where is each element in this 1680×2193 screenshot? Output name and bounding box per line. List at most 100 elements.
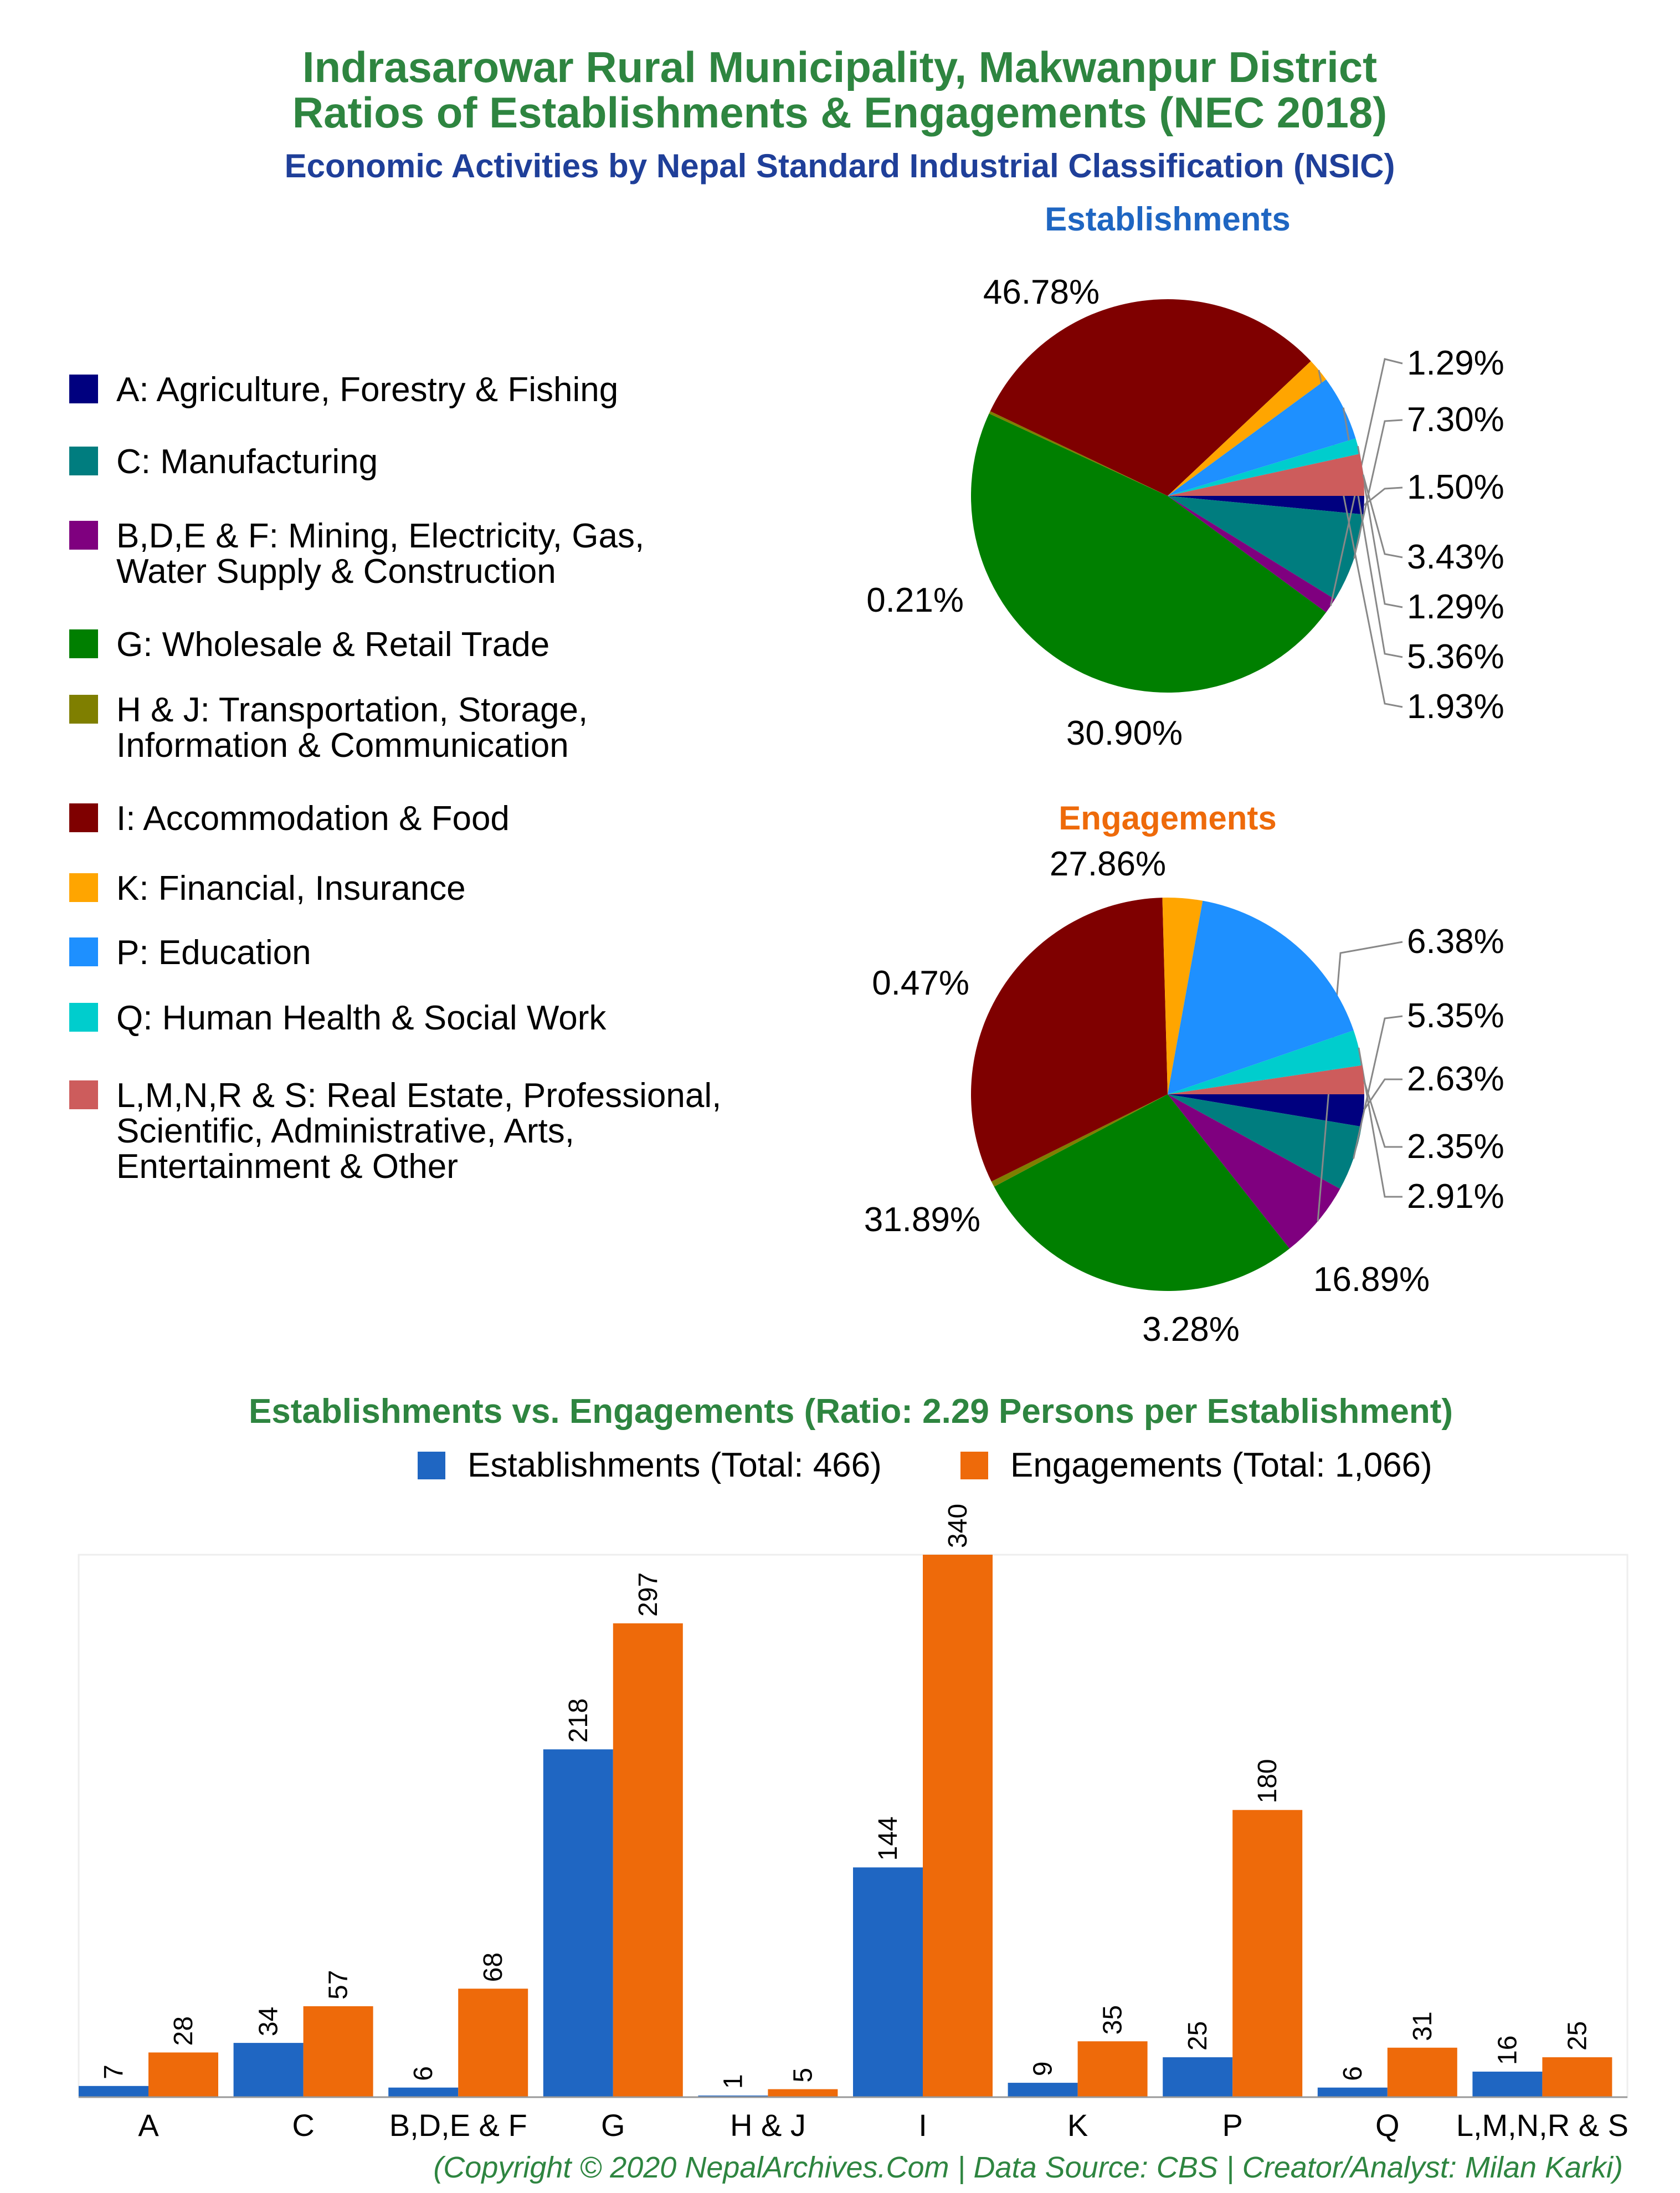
- pie-eng-slice-a: [1168, 1094, 1364, 1127]
- pie-eng-slice-bdef: [1168, 1094, 1340, 1249]
- pie-eng-label-g: 27.86%: [1050, 845, 1166, 883]
- bar-value-label: 25: [1183, 2021, 1213, 2051]
- pie-eng-leader-c: [1353, 1015, 1403, 1159]
- legend-label-a: A: Agriculture, Forestry & Fishing: [116, 371, 618, 409]
- pie-engagements: 2.63% 5.35% 6.38% 27.86% 0.47% 31.89% 3.28% 16.…: [864, 845, 1504, 1349]
- pie-eng-slice-i: [970, 898, 1168, 1182]
- bar-legend-swatch-1: [960, 1452, 988, 1479]
- pie-est-label-i: 30.90%: [1066, 714, 1183, 752]
- pie-est-leader-c: [1353, 419, 1403, 559]
- bar-value-label: 6: [409, 2066, 438, 2081]
- bar-value-label: 34: [254, 2007, 284, 2036]
- legend-label-lmnrs: L,M,N,R & S: Real Estate, Professional,: [116, 1077, 721, 1115]
- pie-est-label-g: 46.78%: [983, 273, 1100, 311]
- pie-eng-slice-g: [994, 1094, 1290, 1291]
- bar-establishments-9: [1472, 2071, 1543, 2097]
- bar-engagements-1: [303, 2006, 373, 2097]
- bar-establishments-5: [853, 1867, 923, 2097]
- legend-label-p: P: Education: [116, 934, 311, 972]
- bar-value-label: 1: [718, 2074, 748, 2089]
- bar-legend-label-1: Engagements (Total: 1,066): [1010, 1446, 1432, 1484]
- bar-value-label: 35: [1098, 2005, 1128, 2035]
- legend-swatch-lmnrs: [69, 1080, 98, 1109]
- pie-eng-label-a: 2.63%: [1407, 1060, 1504, 1098]
- pie-eng-leader-q: [1358, 1047, 1402, 1198]
- bar-chart: 7 28 A 34 57 C 6 68 B,D,E & F 218 297 G 1 5 H & J 144 34…: [78, 1504, 1628, 2143]
- bar-legend-label-0: Establishments (Total: 466): [467, 1446, 882, 1484]
- pie-eng-label-p: 16.89%: [1313, 1261, 1430, 1299]
- legend-swatch-c: [69, 447, 98, 475]
- pie-est-label-c: 7.30%: [1407, 401, 1504, 439]
- pie-eng-label-hj: 0.47%: [872, 964, 969, 1002]
- bar-engagements-5: [923, 1555, 993, 2097]
- legend-label-c: C: Manufacturing: [116, 443, 378, 481]
- bar-value-label: 6: [1338, 2066, 1368, 2081]
- bar-chart-title: Establishments vs. Engagements (Ratio: 2…: [249, 1392, 1453, 1431]
- x-tick-label: H & J: [730, 2108, 806, 2143]
- legend-label-k: K: Financial, Insurance: [116, 869, 466, 908]
- pie-title-engagements: Engagements: [1059, 800, 1276, 837]
- legend-label-hj: H & J: Transportation, Storage,: [116, 691, 588, 729]
- pie-est-label-bdef: 1.29%: [1407, 344, 1504, 382]
- bar-value-label: 297: [634, 1572, 663, 1617]
- pie-est-slice-g: [970, 413, 1327, 693]
- x-tick-label: C: [292, 2108, 314, 2143]
- legend-label-bdef: Water Supply & Construction: [116, 552, 556, 591]
- pie-eng-label-k: 3.28%: [1142, 1310, 1240, 1349]
- x-tick-label: K: [1067, 2108, 1088, 2143]
- pie-establishments: 1.50% 7.30% 1.29% 46.78% 0.21% 30.90% 1.93% 5.3…: [866, 273, 1504, 752]
- pie-eng-leader-bdef: [1317, 941, 1403, 1222]
- chart-title-line1: Indrasarowar Rural Municipality, Makwanp…: [302, 43, 1377, 91]
- bar-value-label: 25: [1563, 2021, 1592, 2051]
- pie-est-label-p: 5.36%: [1407, 638, 1504, 676]
- legend-label-hj: Information & Communication: [116, 726, 569, 765]
- pie-est-leader-lmnrs: [1362, 474, 1403, 559]
- bar-value-label: 28: [169, 2016, 198, 2046]
- pie-est-slice-q: [1168, 438, 1360, 496]
- legend-label-lmnrs: Entertainment & Other: [116, 1147, 458, 1186]
- bar-value-label: 16: [1493, 2036, 1522, 2065]
- bar-value-label: 9: [1029, 2061, 1058, 2076]
- pie-eng-slice-c: [1168, 1094, 1362, 1189]
- bar-value-label: 5: [788, 2068, 818, 2083]
- footer-credit: (Copyright © 2020 NepalArchives.Com | Da…: [433, 2151, 1623, 2184]
- bar-establishments-8: [1317, 2087, 1388, 2097]
- bar-engagements-6: [1077, 2041, 1148, 2097]
- bar-engagements-8: [1387, 2047, 1457, 2097]
- pie-est-label-hj: 0.21%: [866, 581, 964, 619]
- bar-engagements-7: [1232, 1810, 1303, 2097]
- bar-value-label: 218: [564, 1698, 593, 1743]
- pie-est-slice-c: [1168, 496, 1364, 600]
- x-tick-label: P: [1222, 2108, 1243, 2143]
- pie-est-slice-lmnrs: [1168, 454, 1364, 496]
- legend-label-bdef: B,D,E & F: Mining, Electricity, Gas,: [116, 517, 644, 555]
- pie-eng-label-c: 5.35%: [1407, 997, 1504, 1035]
- pie-est-slice-bdef: [1168, 496, 1335, 613]
- bar-value-label: 144: [874, 1816, 903, 1861]
- bar-establishments-1: [233, 2043, 304, 2097]
- pie-eng-slice-lmnrs: [1168, 1065, 1364, 1094]
- bar-value-label: 57: [324, 1970, 353, 1999]
- legend-label-g: G: Wholesale & Retail Trade: [116, 626, 549, 664]
- pie-est-slice-k: [1168, 361, 1327, 496]
- bar-value-label: 7: [99, 2064, 129, 2079]
- pie-est-slice-i: [990, 299, 1311, 496]
- bar-value-label: 31: [1408, 2011, 1437, 2041]
- legend-swatch-k: [69, 873, 98, 902]
- bar-value-label: 340: [943, 1504, 973, 1548]
- x-tick-label: Q: [1375, 2108, 1400, 2143]
- legend-swatch-p: [69, 937, 98, 966]
- bar-engagements-2: [458, 1989, 528, 2097]
- legend-swatch-bdef: [69, 521, 98, 550]
- bar-value-label: 68: [479, 1953, 508, 1982]
- legend-label-q: Q: Human Health & Social Work: [116, 999, 607, 1037]
- x-tick-label: L,M,N,R & S: [1456, 2108, 1628, 2143]
- pie-eng-slice-p: [1168, 900, 1354, 1094]
- pie-est-slice-a: [1168, 496, 1364, 515]
- bar-establishments-0: [79, 2086, 148, 2097]
- pie-eng-slice-hj: [991, 1094, 1168, 1187]
- pie-eng-label-q: 2.91%: [1407, 1177, 1504, 1216]
- pie-est-label-lmnrs: 3.43%: [1407, 538, 1504, 576]
- pie-est-label-q: 1.29%: [1407, 588, 1504, 626]
